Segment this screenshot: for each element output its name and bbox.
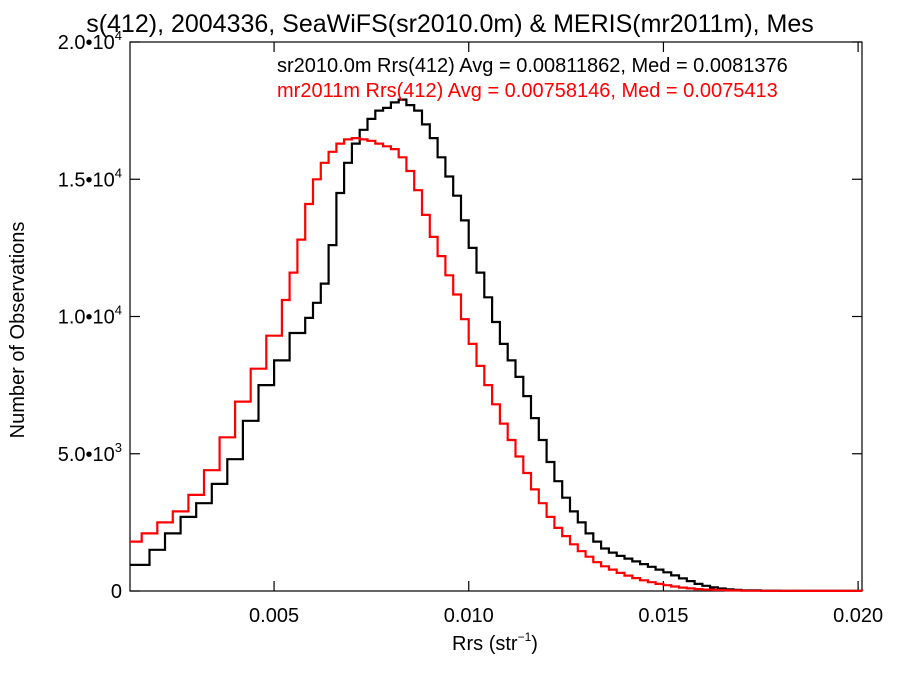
x-axis: 0.005 0.010 0.015 0.020 (249, 42, 883, 627)
legend-entry: mr2011m Rrs(412) Avg = 0.00758146, Med =… (277, 80, 778, 102)
y-tick-label-base: 1.0•10 (58, 307, 115, 329)
y-tick-label: 5.0•103 (58, 440, 122, 466)
y-tick-label: 2.0•104 (58, 28, 122, 54)
series-group (130, 98, 864, 592)
x-axis-label-superscript: −1 (518, 630, 532, 644)
y-tick-label-base: 1.5•10 (58, 169, 115, 191)
series-line-1 (130, 137, 864, 592)
y-tick-label: 1.5•104 (58, 165, 122, 191)
x-tick-label: 0.015 (638, 605, 688, 627)
x-axis-label: Rrs (str−1) (452, 630, 538, 655)
y-tick-label-exponent: 4 (115, 165, 122, 180)
plot-border (129, 41, 863, 592)
y-axis-label: Number of Observations (7, 222, 29, 439)
y-tick-label-base: 0 (111, 581, 122, 603)
x-axis-label-text: Rrs (str (452, 633, 518, 655)
x-tick-label: 0.020 (833, 605, 883, 627)
x-tick-label: 0.005 (249, 605, 299, 627)
y-tick-label-exponent: 4 (115, 303, 122, 318)
y-tick-label-base: 2.0•10 (58, 32, 115, 54)
series-line-0 (130, 98, 864, 592)
y-tick-label: 0 (111, 581, 122, 603)
y-tick-label-exponent: 4 (115, 28, 122, 43)
y-tick-label: 1.0•104 (58, 303, 122, 329)
y-tick-label-exponent: 3 (115, 440, 122, 455)
plot-frame (129, 41, 863, 592)
legend: sr2010.0m Rrs(412) Avg = 0.00811862, Med… (277, 55, 788, 102)
x-axis-label-close: ) (531, 633, 538, 655)
x-tick-label: 0.010 (444, 605, 494, 627)
y-tick-label-base: 5.0•10 (58, 444, 115, 466)
chart-title: s(412), 2004336, SeaWiFS(sr2010.0m) & ME… (86, 10, 814, 38)
legend-entry: sr2010.0m Rrs(412) Avg = 0.00811862, Med… (277, 55, 788, 77)
